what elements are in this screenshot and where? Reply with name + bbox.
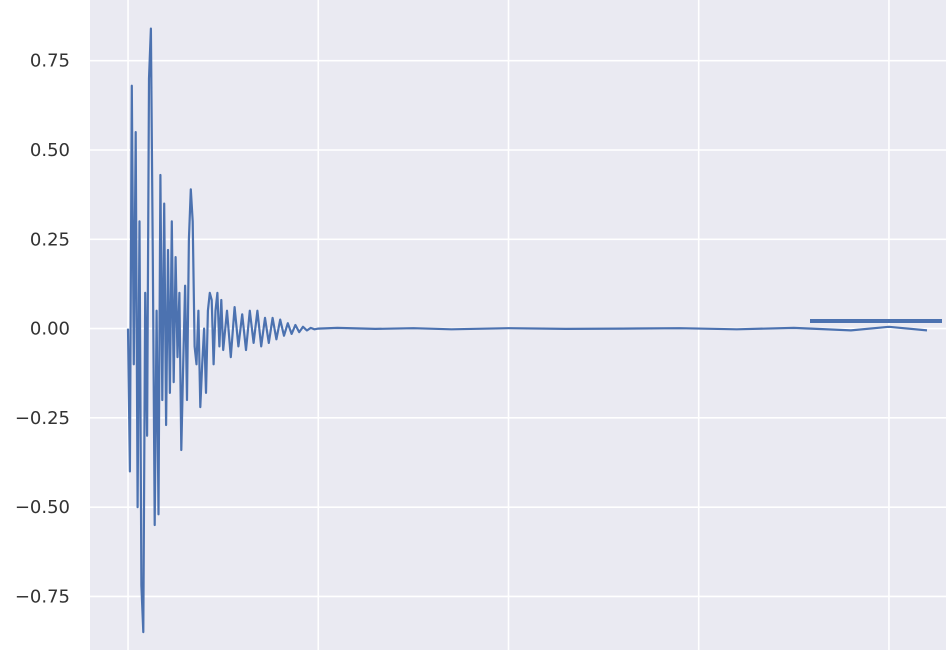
x-gridlines [127, 0, 890, 650]
y-tick-label: −0.75 [15, 586, 70, 607]
y-tick-label: −0.25 [15, 408, 70, 429]
y-tick-label: 0.75 [30, 51, 70, 72]
y-tick-label: 0.25 [30, 229, 70, 250]
y-tick-label: 0.50 [30, 140, 70, 161]
y-tick-labels: 0.75 0.50 0.25 0.00 −0.25 −0.50 −0.75 [15, 51, 70, 608]
y-tick-label: 0.00 [30, 319, 70, 340]
y-tick-label: −0.50 [15, 497, 70, 518]
series-line [126, 27, 928, 634]
